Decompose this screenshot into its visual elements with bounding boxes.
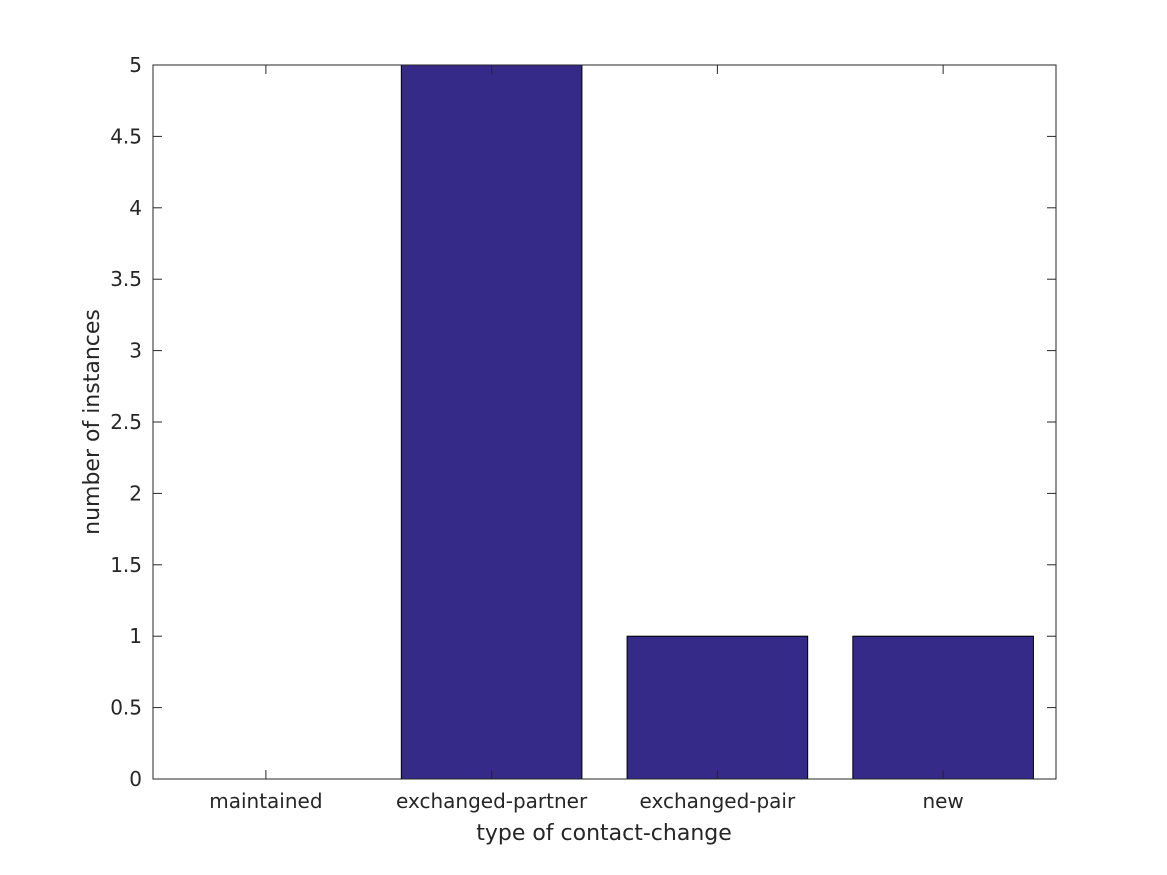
y-tick-label: 2.5 [110,410,142,434]
y-tick-label: 0 [129,767,142,791]
x-tick-label: exchanged-pair [640,789,796,813]
y-tick-label: 4 [129,196,142,220]
x-tick-label: exchanged-partner [396,789,588,813]
y-tick-label: 1 [129,624,142,648]
y-tick-labels: 0 0.5 1 1.5 2 2.5 3 3.5 4 4.5 5 [110,53,142,791]
axes-box [152,64,1057,780]
x-tick-labels: maintained exchanged-partner exchanged-pai… [209,789,964,813]
bar-new [852,635,1034,780]
y-tick-label: 1.5 [110,553,142,577]
bar-exchanged-pair [626,635,809,780]
y-tick-label: 3 [129,339,142,363]
y-tick-label: 0.5 [110,696,142,720]
y-axis-title: number of instances [80,309,105,535]
x-tick-label: maintained [209,789,322,813]
y-tick-label: 2 [129,481,142,505]
x-tick-label: new [922,789,963,813]
y-tick-label: 5 [129,53,142,77]
bars-group [400,64,1034,780]
bar-exchanged-partner [400,64,583,780]
x-axis-title: type of contact-change [476,821,732,846]
y-tick-label: 4.5 [110,124,142,148]
y-tick-label: 3.5 [110,267,142,291]
